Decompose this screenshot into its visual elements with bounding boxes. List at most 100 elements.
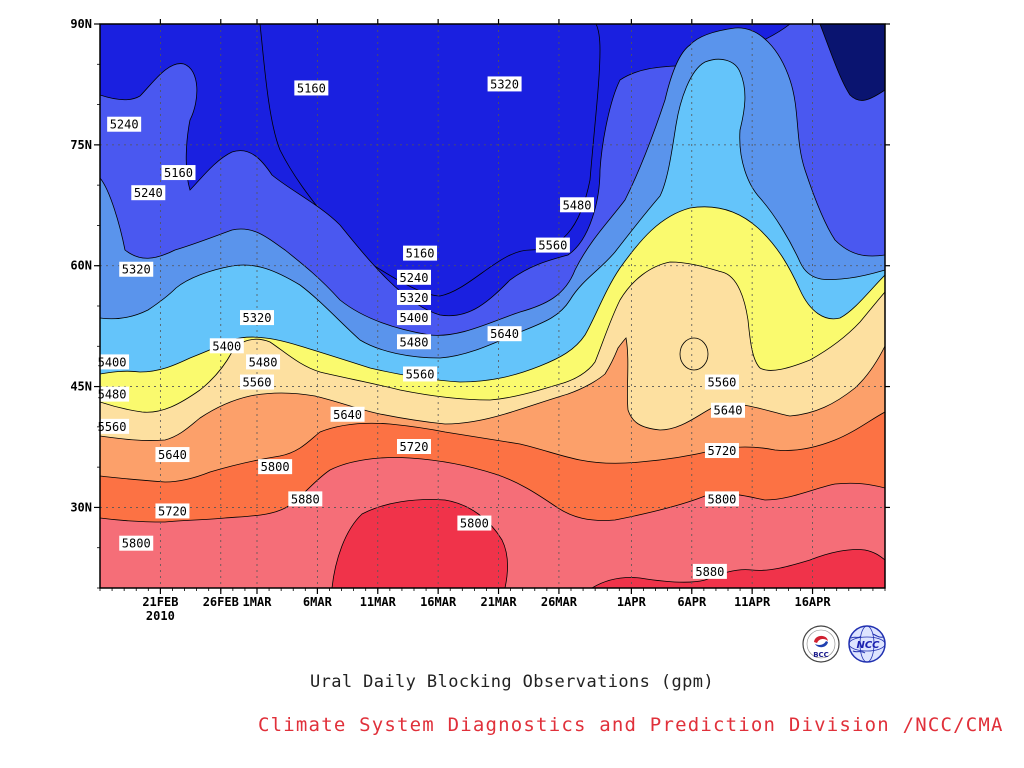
contour-label-bg (330, 406, 365, 422)
x-tick-label: 26MAR (541, 595, 578, 609)
contour-label: 5560 (403, 366, 438, 382)
contour-label-text: 5560 (243, 376, 272, 390)
contour-label-bg (95, 418, 130, 434)
x-tick-label: 11MAR (360, 595, 397, 609)
contour-label: 5240 (107, 116, 142, 132)
contour-label-bg (95, 386, 130, 402)
contour-label-text: 5240 (134, 186, 163, 200)
contour-label-bg (95, 354, 130, 370)
contour-label-text: 5160 (164, 166, 193, 180)
y-tick-label: 60N (70, 259, 92, 273)
contour-label-bg (487, 76, 522, 92)
contour-label-text: 5480 (563, 198, 592, 212)
credit-line: Climate System Diagnostics and Predictio… (258, 714, 1004, 736)
contour-label-bg (107, 116, 142, 132)
contour-label: 5720 (704, 443, 739, 459)
contour-label-text: 5880 (291, 492, 320, 506)
contour-label-bg (711, 402, 745, 418)
contour-label-text: 5160 (297, 81, 326, 95)
contour-label-text: 5800 (460, 517, 489, 531)
contour-label-bg (397, 310, 431, 326)
contour-label: 5240 (397, 269, 431, 285)
contour-label-bg (155, 447, 190, 463)
contour-label-bg (535, 237, 570, 253)
contour-label: 5160 (294, 80, 329, 96)
contour-label-text: 5400 (212, 339, 241, 353)
x-tick-label: 6APR (677, 595, 707, 609)
contour-label-bg (288, 491, 323, 507)
axis-ticks (94, 19, 890, 594)
contour-label-bg (397, 439, 431, 454)
contour-label: 5480 (246, 354, 281, 370)
contour-label: 5800 (119, 535, 154, 551)
contour-label: 5240 (131, 185, 166, 201)
bcc-logo: BCC (802, 625, 840, 663)
x-tick-label: 26FEB (203, 595, 239, 609)
chart-title: Ural Daily Blocking Observations (gpm) (309, 672, 715, 692)
y-tick-label: 30N (70, 500, 92, 514)
contour-label-bg (119, 535, 154, 551)
bcc-logo-text: BCC (813, 651, 829, 659)
contour-label-text: 5480 (249, 355, 278, 369)
contour-label-text: 5720 (158, 504, 187, 518)
contour-label-bg (155, 503, 190, 519)
contour-label-text: 5480 (400, 335, 429, 349)
contour-label: 5720 (155, 503, 190, 519)
contour-label-bg (560, 197, 595, 213)
x-tick-label: 21MAR (480, 595, 517, 609)
contour-label-bg (131, 185, 166, 201)
contour-label: 5400 (95, 354, 130, 370)
contour-label-text: 5720 (400, 440, 429, 454)
contour-label-text: 5160 (406, 247, 435, 261)
contour-label: 5800 (704, 491, 739, 507)
contour-label-text: 5480 (98, 388, 127, 402)
contour-label-bg (704, 443, 739, 459)
contour-label-text: 5800 (122, 537, 151, 551)
contour-label-bg (403, 245, 438, 261)
contour-label: 5480 (560, 197, 595, 213)
contour-label-bg (258, 459, 293, 475)
contour-label-text: 5640 (158, 448, 187, 462)
contour-label-text: 5320 (122, 263, 151, 277)
x-tick-label: 21FEB (142, 595, 178, 609)
contour-label: 5480 (95, 386, 130, 402)
contour-label-bg (161, 165, 196, 181)
contour-label-text: 5400 (98, 355, 127, 369)
contour-label-bg (119, 261, 154, 277)
contour-label: 5560 (704, 374, 739, 390)
contour-label-text: 5320 (243, 311, 272, 325)
contour-label-bg (692, 563, 727, 579)
contour-label: 5400 (209, 338, 244, 354)
y-axis-labels: 30N 45N 60N 75N 90N (70, 17, 92, 514)
contour-label-bg (240, 374, 274, 390)
contour-label: 5320 (487, 76, 522, 92)
contour-label: 5640 (155, 447, 190, 463)
contour-label-text: 5240 (400, 271, 429, 285)
x-axis-labels: 21FEB 26FEB 1MAR 6MAR 11MAR 16MAR 21MAR 26MAR 1A… (142, 595, 831, 623)
contour-label: 5480 (397, 334, 431, 350)
contour-label: 5640 (711, 402, 745, 418)
contour-label-text: 5720 (708, 444, 737, 458)
y-tick-label: 90N (70, 17, 92, 31)
contour-label-text: 5560 (406, 367, 435, 381)
contour-label: 5720 (397, 439, 431, 454)
contour-label-bg (704, 491, 739, 507)
gridlines (100, 24, 885, 588)
contour-label: 5560 (535, 237, 570, 253)
contour-label: 5160 (403, 245, 438, 261)
x-tick-label: 16MAR (420, 595, 457, 609)
contour-label: 5800 (457, 515, 492, 531)
contour-label-bg (397, 334, 431, 350)
contour-label-text: 5320 (400, 291, 429, 305)
contour-label-text: 5240 (110, 118, 139, 132)
contour-label-text: 5640 (333, 408, 362, 422)
x-tick-label: 16APR (794, 595, 831, 609)
contour-label: 5320 (240, 310, 274, 326)
contour-labels: 5160516051605240524052405320532053205320… (95, 76, 745, 579)
contour-label: 5640 (330, 406, 365, 422)
contour-label-text: 5560 (708, 376, 737, 390)
contour-label-text: 5640 (714, 404, 743, 418)
contour-label-text: 5800 (261, 460, 290, 474)
contour-label-bg (246, 354, 281, 370)
